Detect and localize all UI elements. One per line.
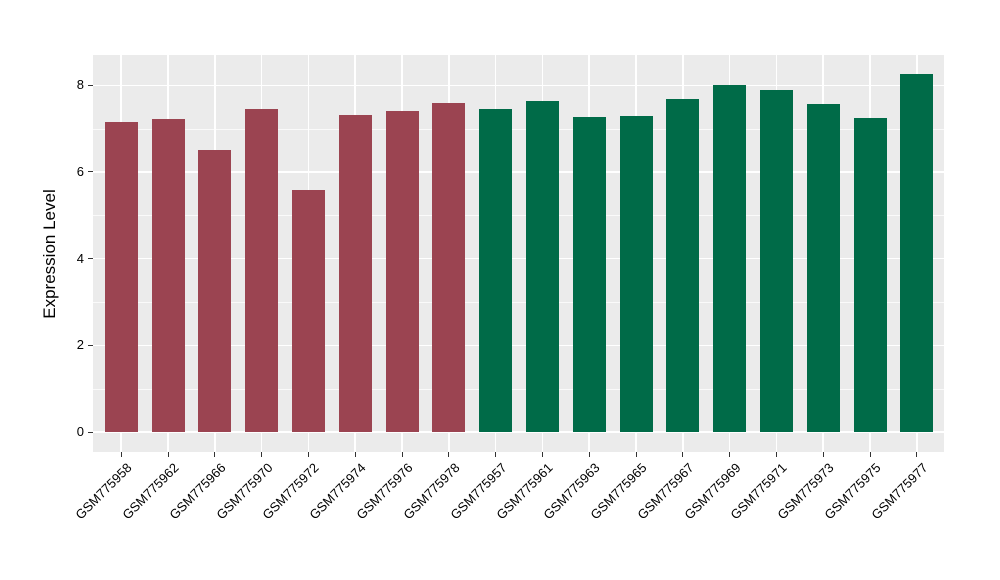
major-gridline-y-0 bbox=[93, 431, 944, 433]
bar-GSM775969 bbox=[713, 85, 747, 432]
x-tick-GSM775969 bbox=[729, 452, 731, 457]
bar-GSM775974 bbox=[338, 115, 372, 432]
major-gridline-y-2 bbox=[93, 344, 944, 347]
bar-GSM775973 bbox=[806, 103, 840, 432]
y-tick-label-0: 0 bbox=[76, 424, 84, 439]
minor-gridline-y-3 bbox=[93, 301, 944, 303]
x-tick-GSM775973 bbox=[822, 452, 824, 457]
x-tick-GSM775966 bbox=[214, 452, 216, 457]
x-tick-GSM775963 bbox=[588, 452, 590, 457]
x-tick-GSM775977 bbox=[916, 452, 918, 457]
x-tick-GSM775962 bbox=[167, 452, 169, 457]
bar-GSM775962 bbox=[151, 118, 185, 432]
major-gridline-y-6 bbox=[93, 171, 944, 173]
x-tick-GSM775971 bbox=[775, 452, 777, 457]
plot-panel bbox=[93, 55, 944, 452]
x-tick-GSM775958 bbox=[120, 452, 122, 457]
bar-GSM775978 bbox=[432, 103, 466, 432]
bar-GSM775975 bbox=[853, 118, 887, 432]
x-tick-GSM775957 bbox=[495, 452, 497, 457]
major-gridline-y-8 bbox=[93, 84, 944, 87]
minor-gridline-y-5 bbox=[93, 215, 944, 217]
y-tick-6 bbox=[88, 171, 93, 173]
y-tick-label-4: 4 bbox=[76, 250, 84, 266]
y-tick-4 bbox=[88, 258, 93, 260]
bar-GSM775958 bbox=[104, 121, 138, 432]
bar-GSM775977 bbox=[900, 74, 934, 432]
bar-GSM775957 bbox=[479, 109, 513, 432]
x-tick-GSM775965 bbox=[635, 452, 637, 457]
y-tick-0 bbox=[88, 431, 93, 433]
bar-GSM775963 bbox=[572, 116, 606, 432]
y-tick-label-6: 6 bbox=[76, 163, 84, 179]
bar-GSM775971 bbox=[759, 90, 793, 432]
x-tick-GSM775961 bbox=[541, 452, 543, 457]
x-tick-GSM775976 bbox=[401, 452, 403, 457]
x-tick-GSM775978 bbox=[448, 452, 450, 457]
bar-GSM775970 bbox=[245, 108, 279, 432]
bar-GSM775965 bbox=[619, 116, 653, 432]
y-tick-8 bbox=[88, 84, 93, 86]
bar-GSM775961 bbox=[525, 100, 559, 432]
bar-GSM775967 bbox=[666, 99, 700, 432]
x-tick-GSM775974 bbox=[354, 452, 356, 457]
x-tick-GSM775972 bbox=[307, 452, 309, 457]
y-tick-label-8: 8 bbox=[76, 77, 84, 93]
bar-GSM775972 bbox=[291, 189, 325, 432]
y-tick-label-2: 2 bbox=[76, 337, 84, 353]
major-gridline-y-4 bbox=[93, 257, 944, 260]
x-tick-GSM775970 bbox=[261, 452, 263, 457]
x-tick-GSM775967 bbox=[682, 452, 684, 457]
x-tick-GSM775975 bbox=[869, 452, 871, 457]
bar-GSM775976 bbox=[385, 111, 419, 432]
bar-GSM775966 bbox=[198, 150, 232, 432]
minor-gridline-y-7 bbox=[93, 128, 944, 130]
minor-gridline-y-1 bbox=[93, 388, 944, 390]
y-tick-2 bbox=[88, 344, 93, 346]
